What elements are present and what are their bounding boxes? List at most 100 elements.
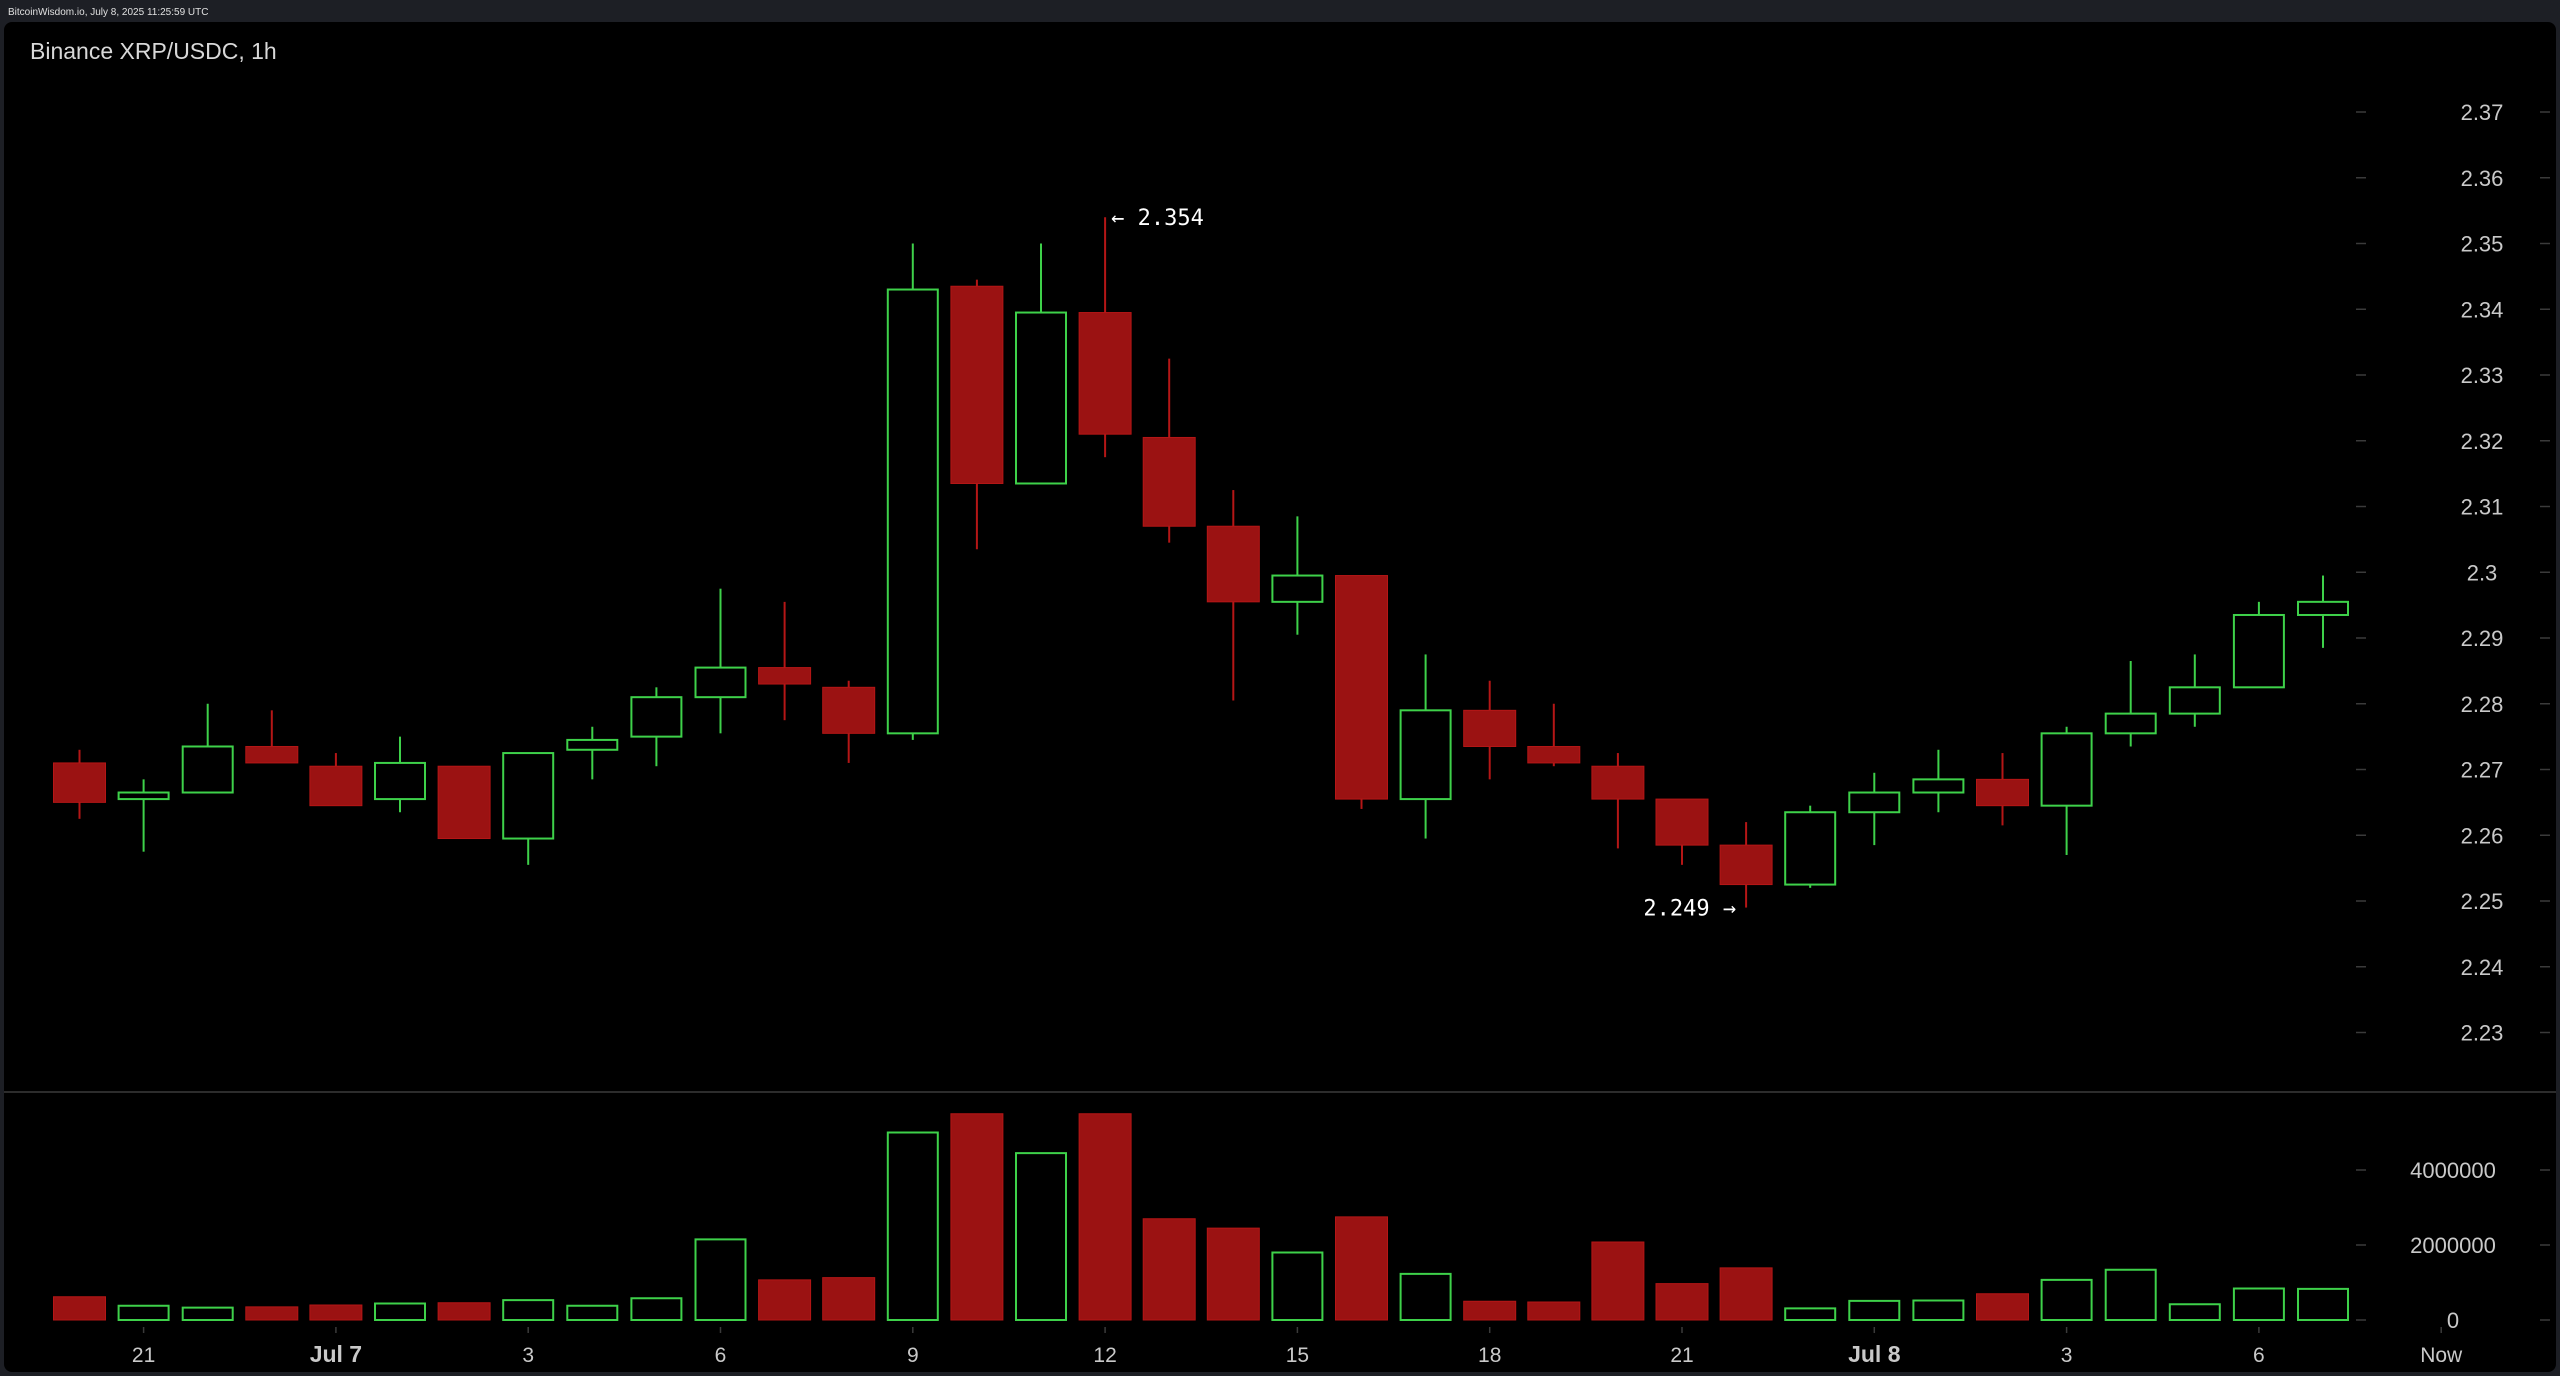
candle-body [1463,709,1517,747]
volume-bar [245,1306,299,1321]
candle [694,588,747,734]
volume-bar [117,1304,170,1321]
price-tick-label: 2.24 [2461,955,2504,980]
candle [1399,654,1452,839]
candle [566,726,619,780]
candle [1463,680,1517,780]
candle-body [1848,791,1901,814]
time-tick-label: 21 [1670,1344,1693,1367]
candle-body [1784,811,1837,886]
candle [1655,798,1709,865]
candle [2232,601,2285,689]
candle [1976,753,2029,826]
price-tick-label: 2.25 [2461,889,2504,914]
volume-bar [1463,1300,1517,1321]
time-tick-label: 3 [522,1344,534,1367]
price-tick-label: 2.3 [2467,560,2498,585]
volume-bar [2104,1268,2157,1321]
price-tick-label: 2.26 [2461,823,2504,848]
candle-body [566,738,619,751]
candle-body [245,745,299,764]
volume-bar [502,1299,555,1321]
volume-bar [1784,1307,1837,1321]
candle-body [1912,778,1965,794]
candle [309,753,363,807]
candle-body [1271,574,1324,603]
candle-body [1976,778,2029,807]
volume-bar [2232,1287,2285,1321]
price-annotation: 2.249 → [1643,897,1736,922]
volume-bar [1848,1299,1901,1321]
candle-body [309,765,363,807]
time-tick-label: 3 [2061,1344,2073,1367]
price-tick-label: 2.32 [2461,429,2504,454]
candle [245,710,299,764]
candle [1271,516,1324,635]
candle [630,687,683,767]
volume-bar [694,1238,747,1321]
candle-body [630,696,683,738]
candle [502,752,555,865]
price-axis: 2.37 2.36 2.35 2.34 2.33 2.32 2.31 2.3 2.29 2.28 2… [2356,100,2550,1046]
volume-bar [1078,1113,1132,1321]
candle-body [1591,765,1645,800]
time-axis: 21 Jul 7 3 6 9 12 15 18 21 Jul 8 3 6 Now [132,1327,2463,1367]
volume-bar [950,1113,1004,1321]
candle-body [1335,575,1388,800]
volume-bar [2168,1303,2221,1321]
price-tick-label: 2.35 [2461,232,2504,257]
candle-body [2168,686,2221,715]
candle-body [53,762,106,803]
volume-bar [1271,1251,1324,1321]
time-tick-label: Jul 8 [1848,1341,1901,1367]
price-tick-label: 2.31 [2461,495,2504,520]
candle-body [1719,844,1773,886]
price-tick-label: 2.28 [2461,692,2504,717]
candle [1719,822,1773,908]
time-tick-label: 6 [2253,1344,2265,1367]
candle [117,779,170,852]
candle-body [694,666,747,699]
price-tick-label: 2.23 [2461,1021,2504,1046]
price-tick-label: 2.34 [2461,297,2504,322]
candle-body [2297,600,2349,616]
volume-tick-label: 4000000 [2410,1158,2496,1183]
candle [181,703,234,794]
candle [886,243,939,740]
price-tick-label: 2.27 [2461,758,2504,783]
price-tick-label: 2.33 [2461,363,2504,388]
chart-panel [4,22,2556,1372]
volume-bar [822,1277,876,1321]
candle [822,680,876,763]
candle [2297,575,2349,648]
candle-body [437,765,491,840]
volume-bar [1015,1152,1067,1321]
price-tick-label: 2.37 [2461,100,2504,125]
candle [1848,772,1901,846]
volume-bar [2297,1287,2349,1321]
volume-bar [1591,1241,1645,1321]
candle-body [1206,525,1260,603]
volume-bar [1527,1301,1581,1321]
volume-bar [1206,1227,1260,1321]
candle-body [374,761,426,801]
time-tick-label: 12 [1093,1344,1116,1367]
volume-tick-label: 2000000 [2410,1233,2496,1258]
volume-bar [758,1279,812,1321]
candle [374,736,426,813]
candle-body [2040,732,2093,807]
candle [1015,243,1067,485]
candle-body [181,745,234,794]
candle [1912,749,1965,813]
candle [1784,805,1837,888]
volume-bar [630,1297,683,1321]
candle [2168,654,2221,727]
candle [1335,575,1388,809]
candle-body [2232,613,2285,689]
candle-body [1142,436,1196,527]
time-tick-label: 6 [715,1344,727,1367]
candle-body [950,285,1004,484]
watermark: BitcoinWisdom.io, July 8, 2025 11:25:59 … [8,7,208,18]
volume-bar [1719,1267,1773,1321]
volume-bar [1335,1216,1388,1321]
